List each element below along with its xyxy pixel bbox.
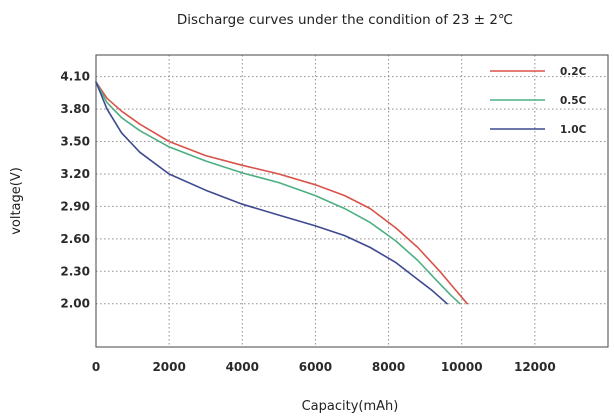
grid-lines (96, 55, 608, 347)
series-lines (95, 81, 469, 305)
y-tick-label: 2.30 (60, 264, 90, 278)
chart-title: Discharge curves under the condition of … (177, 12, 513, 28)
y-tick-label: 4.10 (60, 70, 90, 84)
series-line-0.2C (95, 81, 469, 305)
y-tick-label: 3.80 (60, 102, 90, 116)
series-line-0.5C (95, 81, 461, 305)
x-tick-label: 4000 (226, 360, 259, 374)
y-tick-label: 2.90 (60, 199, 90, 213)
x-tick-label: 0 (92, 360, 100, 374)
x-tick-label: 10000 (441, 360, 483, 374)
y-tick-label: 3.20 (60, 167, 90, 181)
legend-label-0.2C: 0.2C (560, 66, 587, 78)
legend-label-1.0C: 1.0C (560, 124, 587, 136)
legend: 0.2C 0.5C 1.0C (490, 66, 587, 136)
y-tick-label: 3.50 (60, 135, 90, 149)
y-tick-label: 2.60 (60, 232, 90, 246)
x-tick-label: 6000 (299, 360, 332, 374)
legend-label-0.5C: 0.5C (560, 95, 587, 107)
y-axis-label: voltage(V) (9, 167, 24, 235)
x-tick-label: 12000 (514, 360, 556, 374)
series-line-1.0C (95, 81, 448, 305)
x-axis-ticks: 0 2000 4000 6000 8000 10000 12000 (92, 360, 556, 374)
y-tick-label: 2.00 (60, 297, 90, 311)
y-axis-ticks: 4.10 3.80 3.50 3.20 2.90 2.60 2.30 2.00 (60, 70, 90, 311)
x-tick-label: 2000 (152, 360, 185, 374)
plot-area-frame (95, 54, 609, 348)
x-tick-label: 8000 (372, 360, 405, 374)
x-axis-label: Capacity(mAh) (302, 399, 399, 414)
